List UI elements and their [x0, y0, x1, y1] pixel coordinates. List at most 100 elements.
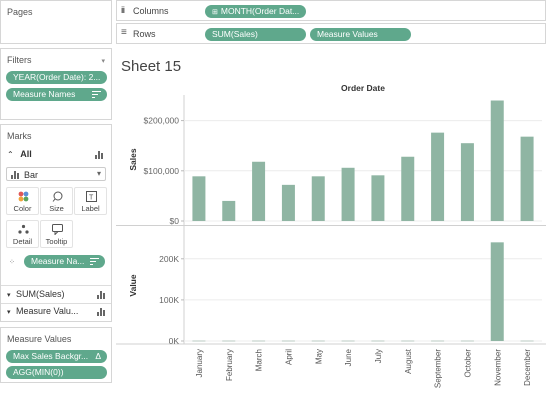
pane-1-tick-label: 0K	[169, 336, 180, 346]
marks-measure-names-label: Measure Na...	[31, 256, 85, 266]
marks-section-sum-sales[interactable]: ▾ SUM(Sales)	[7, 289, 107, 299]
rows-pill-measure-values-label: Measure Values	[317, 29, 378, 39]
size-card[interactable]: Size	[40, 187, 73, 215]
x-tick-label: October	[463, 349, 472, 378]
bar-chart-icon	[95, 151, 105, 159]
rows-pill-sum-sales[interactable]: SUM(Sales)	[205, 28, 306, 41]
pane-0-bar	[252, 161, 266, 221]
marks-title: Marks	[7, 131, 32, 141]
pane-0-tick-label: $0	[170, 216, 180, 226]
label-card[interactable]: T Label	[74, 187, 107, 215]
columns-pill-month[interactable]: ⊞ MONTH(Order Dat...	[205, 5, 306, 18]
measure-pill-max-sales-label: Max Sales Backgr...	[13, 351, 89, 361]
marks-all-row[interactable]: ⌃ All	[7, 149, 107, 161]
marks-section-sum-sales-label: SUM(Sales)	[16, 289, 65, 299]
x-tick-label: February	[225, 349, 234, 381]
measure-pill-max-sales[interactable]: Max Sales Backgr... Δ	[6, 350, 107, 363]
size-icon	[52, 191, 63, 202]
x-tick-label: July	[374, 349, 383, 363]
bar-chart-icon	[97, 308, 107, 316]
rows-pill-measure-values[interactable]: Measure Values	[310, 28, 411, 41]
pane-0-bar	[311, 176, 325, 221]
filters-title: Filters	[7, 55, 32, 65]
size-label: Size	[49, 204, 64, 213]
bar-mark-icon	[11, 171, 21, 179]
pane-0-tick-label: $200,000	[144, 116, 180, 126]
pane-0-tick-label: $100,000	[144, 166, 180, 176]
chevron-down-icon: ▾	[96, 169, 101, 178]
chart: Order Date Sales $0 $100,000 $200,000 Value 0K…	[116, 83, 546, 388]
pages-panel[interactable]: Pages	[0, 0, 112, 44]
pane-0-bar	[401, 156, 415, 221]
marks-panel: Marks ⌃ All Bar ▾ Color Size T Label Det…	[0, 124, 112, 322]
calendar-icon: ⊞	[212, 9, 218, 16]
pane-0-bar	[490, 100, 504, 221]
measure-values-title: Measure Values	[7, 334, 72, 344]
columns-shelf[interactable]: iii Columns ⊞ MONTH(Order Dat...	[116, 0, 546, 21]
sort-icon	[92, 91, 101, 98]
sort-icon	[90, 258, 99, 265]
filters-panel: Filters ▾ YEAR(Order Date): 2... Measure…	[0, 48, 112, 120]
pane-0-bar	[281, 184, 295, 221]
x-tick-label: August	[404, 348, 413, 374]
marks-section-measure-values[interactable]: ▾ Measure Valu...	[7, 306, 107, 316]
pane-1-y-axis-title: Value	[128, 274, 138, 296]
collapse-icon: ⌃	[7, 150, 14, 159]
filter-pill-measure-names-label: Measure Names	[13, 89, 76, 99]
x-tick-label: December	[523, 349, 532, 386]
pane-1-tick-label: 200K	[159, 254, 179, 264]
pane-0-y-axis-title: Sales	[128, 148, 138, 170]
columns-pill-month-label: MONTH(Order Dat...	[220, 6, 300, 16]
pane-0-bar	[460, 143, 474, 221]
x-tick-label: January	[195, 349, 204, 377]
pane-1-bar	[490, 242, 504, 341]
tooltip-label: Tooltip	[45, 237, 68, 246]
chevron-down-icon: ▾	[7, 309, 11, 316]
detail-dots-icon: ⁘	[9, 259, 15, 266]
sheet-area: Sheet 15 Order Date Sales $0 $100,000 $200,0…	[116, 48, 546, 404]
detail-icon	[18, 224, 29, 235]
mark-type-select[interactable]: Bar ▾	[6, 167, 106, 181]
sheet-title: Sheet 15	[121, 58, 182, 75]
pages-title: Pages	[7, 7, 33, 17]
measure-values-panel: Measure Values Max Sales Backgr... Δ AGG…	[0, 327, 112, 383]
rows-shelf[interactable]: ≡ Rows SUM(Sales) Measure Values	[116, 23, 546, 44]
tooltip-card[interactable]: Tooltip	[40, 220, 73, 248]
filter-pill-year-label: YEAR(Order Date): 2...	[13, 72, 101, 82]
svg-text:T: T	[89, 195, 94, 202]
pane-0-bar	[222, 200, 236, 221]
pane-0-bar	[431, 132, 445, 221]
x-tick-label: September	[434, 349, 443, 388]
color-card[interactable]: Color	[6, 187, 39, 215]
filter-pill-year[interactable]: YEAR(Order Date): 2...	[6, 71, 107, 84]
color-icon	[18, 191, 29, 202]
detail-card[interactable]: Detail	[6, 220, 39, 248]
color-label: Color	[13, 204, 32, 213]
rows-icon: ≡	[121, 27, 127, 38]
x-tick-label: November	[493, 349, 502, 386]
pane-0-bar	[341, 167, 355, 221]
chevron-down-icon: ▾	[7, 292, 11, 299]
label-icon: T	[86, 191, 97, 202]
measure-pill-agg-min[interactable]: AGG(MIN(0))	[6, 366, 107, 379]
divider	[1, 303, 111, 304]
bar-chart-icon	[97, 291, 107, 299]
filter-pill-measure-names[interactable]: Measure Names	[6, 88, 107, 101]
filters-menu-icon[interactable]: ▾	[101, 58, 105, 65]
pane-0-bar	[192, 176, 206, 221]
x-tick-label: March	[255, 349, 264, 371]
marks-measure-names-pill[interactable]: Measure Na...	[24, 255, 105, 268]
marks-section-measure-values-label: Measure Valu...	[16, 306, 79, 316]
pane-0-bar	[371, 175, 385, 221]
rows-pill-sum-sales-label: SUM(Sales)	[212, 29, 258, 39]
x-tick-label: April	[284, 349, 293, 365]
columns-label: Columns	[133, 6, 169, 16]
label-label: Label	[81, 204, 100, 213]
pane-0-bar	[520, 136, 534, 221]
tooltip-icon	[52, 224, 63, 236]
columns-icon: iii	[121, 5, 125, 15]
chart-title: Order Date	[341, 83, 385, 93]
x-tick-label: June	[344, 348, 353, 366]
x-tick-label: May	[314, 349, 323, 364]
pane-1-tick-label: 100K	[159, 295, 179, 305]
